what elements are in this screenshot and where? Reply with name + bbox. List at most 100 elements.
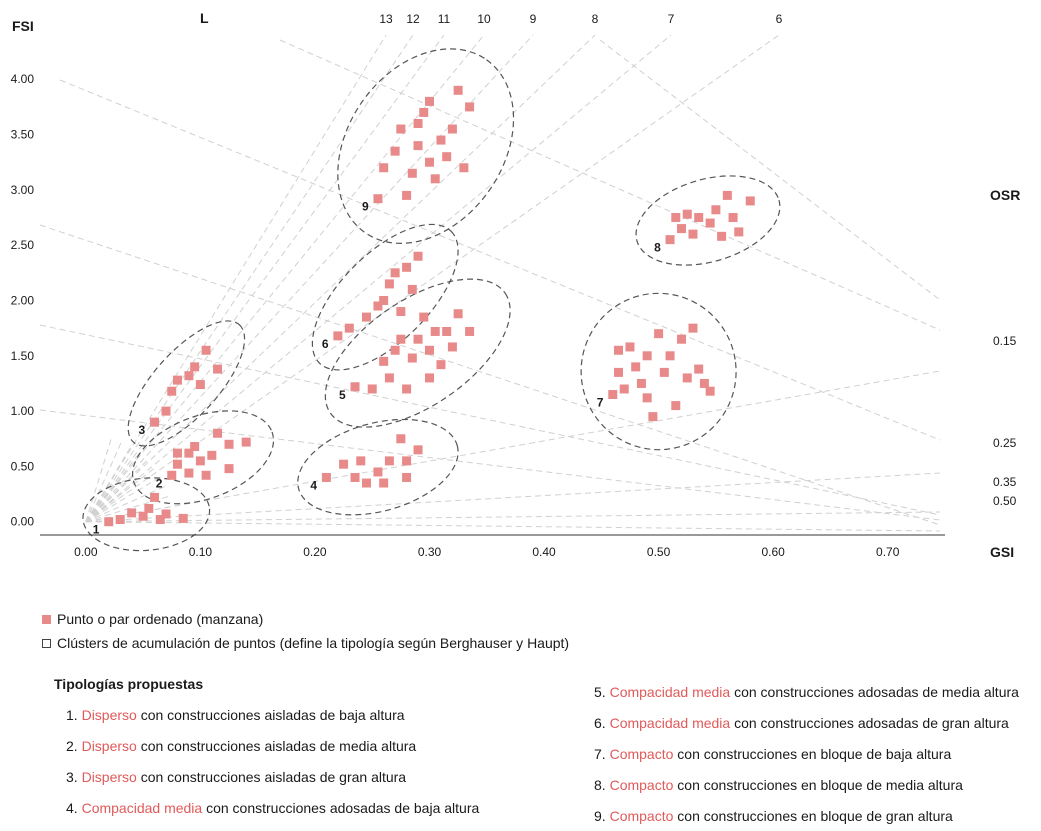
data-point xyxy=(625,342,635,352)
data-point xyxy=(384,279,394,289)
data-point xyxy=(339,459,349,469)
y-tick-label: 1.50 xyxy=(11,349,35,363)
data-point xyxy=(694,213,704,223)
cluster-label: 1 xyxy=(93,523,100,537)
data-point xyxy=(442,152,452,162)
data-point xyxy=(614,345,624,355)
data-point xyxy=(178,513,188,523)
osr-grid-line xyxy=(279,39,941,331)
data-point xyxy=(201,470,211,480)
cluster-label: 2 xyxy=(156,476,163,490)
data-point xyxy=(407,353,417,363)
data-point xyxy=(413,445,423,455)
data-point xyxy=(699,378,709,388)
data-point xyxy=(705,386,715,396)
l-tick-label: 12 xyxy=(406,12,420,26)
osr-grid-line xyxy=(85,511,941,523)
data-point xyxy=(677,224,687,234)
l-grid-line xyxy=(85,465,158,523)
osr-grid-line xyxy=(599,39,941,301)
data-point xyxy=(677,334,687,344)
l-axis-title: L xyxy=(200,10,209,26)
x-tick-label: 0.70 xyxy=(876,545,900,559)
cluster-label: 6 xyxy=(322,337,329,351)
legend-cluster-row: Clústers de acumulación de puntos (defin… xyxy=(42,631,569,655)
data-point xyxy=(167,386,177,396)
data-point xyxy=(665,351,675,361)
typology-keyword: Compacidad media xyxy=(81,799,203,816)
l-grid-line xyxy=(85,34,596,523)
cluster-label: 8 xyxy=(654,241,661,255)
osr-axis-title: OSR xyxy=(990,187,1020,203)
data-point xyxy=(350,472,360,482)
data-point xyxy=(402,384,412,394)
typology-number: 6. xyxy=(594,714,606,731)
data-point xyxy=(447,124,457,134)
typology-item: 1. Disperso con construcciones aisladas … xyxy=(66,699,479,730)
typology-item: 4. Compacidad media con construcciones a… xyxy=(66,792,479,823)
y-tick-label: 2.50 xyxy=(11,238,35,252)
typology-description: con construcciones aisladas de gran altu… xyxy=(140,768,407,785)
osr-grid-line xyxy=(85,370,941,523)
typology-item: 8. Compacto con construcciones en bloque… xyxy=(594,769,1019,800)
data-point xyxy=(390,345,400,355)
y-tick-label: 0.00 xyxy=(11,515,35,529)
data-point xyxy=(396,434,406,444)
cluster-swatch-icon xyxy=(42,638,51,648)
osr-tick-label: 0.35 xyxy=(993,475,1017,489)
typologies-title: Tipologías propuestas xyxy=(54,676,204,692)
chart-labels: 13 12 11 10 9 8 7 60.150.250.350.500.00 0.10 0.20… xyxy=(11,12,1017,559)
data-point xyxy=(636,378,646,388)
data-point xyxy=(424,345,434,355)
y-tick-label: 3.00 xyxy=(11,183,35,197)
cluster-ellipse xyxy=(131,410,275,505)
l-grid-line xyxy=(85,34,780,523)
data-point xyxy=(453,309,463,319)
data-point xyxy=(659,367,669,377)
data-point xyxy=(642,393,652,403)
cluster-label: 4 xyxy=(310,478,317,492)
data-point xyxy=(442,326,452,336)
x-axis-title: GSI xyxy=(990,544,1014,560)
l-grid-line xyxy=(85,439,123,522)
grid-lines xyxy=(39,34,941,532)
osr-tick-label: 0.50 xyxy=(993,494,1017,508)
point-swatch-icon xyxy=(42,614,51,624)
data-point xyxy=(361,478,371,488)
data-point xyxy=(424,373,434,383)
osr-grid-line xyxy=(59,79,941,441)
data-point xyxy=(642,351,652,361)
x-tick-label: 0.20 xyxy=(303,545,327,559)
data-point xyxy=(705,218,715,228)
y-tick-label: 4.00 xyxy=(11,72,35,86)
y-tick-label: 2.00 xyxy=(11,293,35,307)
data-point xyxy=(722,190,732,200)
data-point xyxy=(734,227,744,237)
data-point xyxy=(711,205,721,215)
legend-cluster-label: Clústers de acumulación de puntos (defin… xyxy=(57,635,570,651)
data-point xyxy=(104,517,114,527)
typology-keyword: Compacto xyxy=(609,745,674,762)
l-grid-line xyxy=(85,474,164,523)
data-point xyxy=(619,384,629,394)
typology-item: 3. Disperso con construcciones aisladas … xyxy=(66,761,479,792)
data-point xyxy=(379,478,389,488)
data-point xyxy=(373,301,383,311)
cluster-ellipse xyxy=(337,48,515,244)
data-point xyxy=(407,168,417,178)
data-point xyxy=(424,96,434,106)
typologies-left-list: 1. Disperso con construcciones aisladas … xyxy=(66,699,479,823)
typology-keyword: Compacto xyxy=(609,776,674,793)
typology-item: 2. Disperso con construcciones aisladas … xyxy=(66,730,479,761)
l-tick-label: 11 xyxy=(438,12,451,26)
data-point xyxy=(190,362,200,372)
typology-number: 9. xyxy=(594,807,606,824)
typology-keyword: Disperso xyxy=(81,768,137,785)
data-point xyxy=(413,118,423,128)
typology-item: 6. Compacidad media con construcciones a… xyxy=(594,707,1019,738)
data-point xyxy=(465,326,475,336)
data-point xyxy=(127,508,137,518)
l-grid-line xyxy=(85,34,672,523)
data-point xyxy=(402,472,412,482)
typology-keyword: Disperso xyxy=(81,706,137,723)
